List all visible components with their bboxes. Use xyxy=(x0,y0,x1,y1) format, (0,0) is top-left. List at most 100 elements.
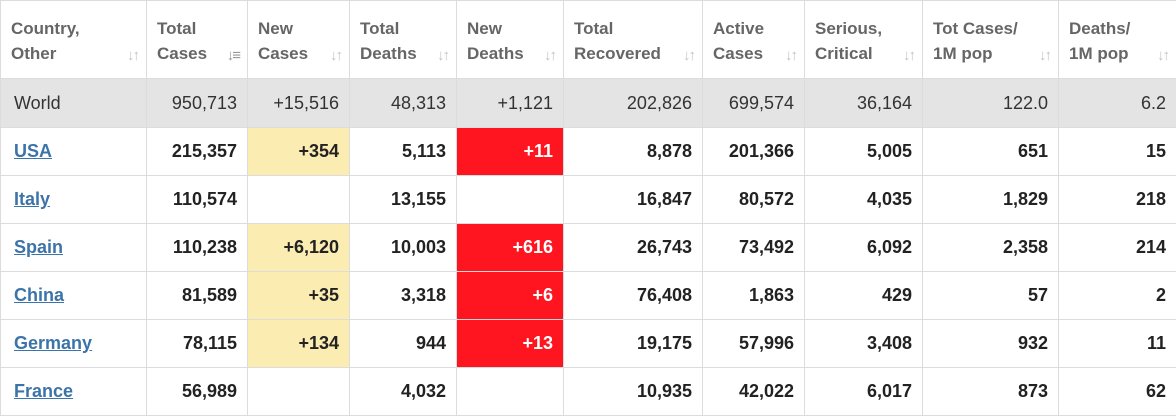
new-deaths-cell: +616 xyxy=(457,224,564,272)
header-serious-critical[interactable]: Serious,Critical↓↑ xyxy=(805,1,923,79)
tot-cases-per-1m-cell: 2,358 xyxy=(923,224,1059,272)
table-row: Spain 110,238 +6,120 10,003 +616 26,743 … xyxy=(1,224,1176,272)
country-link[interactable]: Italy xyxy=(14,189,50,209)
total-deaths-cell: 4,032 xyxy=(350,368,457,416)
sort-desc-icon[interactable]: ↓≡ xyxy=(227,43,239,68)
deaths-per-1m-cell: 11 xyxy=(1059,320,1176,368)
header-deaths-per-1m[interactable]: Deaths/1M pop↓↑ xyxy=(1059,1,1176,79)
sort-icon[interactable]: ↓↑ xyxy=(544,43,555,68)
sort-icon[interactable]: ↓↑ xyxy=(330,43,341,68)
active-cases-cell: 57,996 xyxy=(703,320,805,368)
new-deaths-cell: +1,121 xyxy=(457,79,564,128)
country-link[interactable]: Spain xyxy=(14,237,63,257)
table-row: China 81,589 +35 3,318 +6 76,408 1,863 4… xyxy=(1,272,1176,320)
country-name: World xyxy=(1,79,147,128)
deaths-per-1m-cell: 6.2 xyxy=(1059,79,1176,128)
tot-cases-per-1m-cell: 932 xyxy=(923,320,1059,368)
country-link[interactable]: USA xyxy=(14,141,52,161)
new-deaths-cell: +11 xyxy=(457,128,564,176)
serious-critical-cell: 6,017 xyxy=(805,368,923,416)
total-recovered-cell: 202,826 xyxy=(564,79,703,128)
table-row: Germany 78,115 +134 944 +13 19,175 57,99… xyxy=(1,320,1176,368)
total-recovered-cell: 19,175 xyxy=(564,320,703,368)
total-deaths-cell: 48,313 xyxy=(350,79,457,128)
total-deaths-cell: 10,003 xyxy=(350,224,457,272)
sort-icon[interactable]: ↓↑ xyxy=(785,43,796,68)
country-cell: Germany xyxy=(1,320,147,368)
new-cases-cell: +35 xyxy=(248,272,350,320)
deaths-per-1m-cell: 2 xyxy=(1059,272,1176,320)
total-deaths-cell: 5,113 xyxy=(350,128,457,176)
sort-icon[interactable]: ↓↑ xyxy=(437,43,448,68)
tot-cases-per-1m-cell: 651 xyxy=(923,128,1059,176)
country-link[interactable]: China xyxy=(14,285,64,305)
country-cell: Italy xyxy=(1,176,147,224)
new-deaths-cell xyxy=(457,368,564,416)
new-cases-cell: +6,120 xyxy=(248,224,350,272)
serious-critical-cell: 429 xyxy=(805,272,923,320)
deaths-per-1m-cell: 218 xyxy=(1059,176,1176,224)
total-deaths-cell: 944 xyxy=(350,320,457,368)
deaths-per-1m-cell: 62 xyxy=(1059,368,1176,416)
deaths-per-1m-cell: 15 xyxy=(1059,128,1176,176)
new-deaths-cell: +13 xyxy=(457,320,564,368)
serious-critical-cell: 36,164 xyxy=(805,79,923,128)
sort-icon[interactable]: ↓↑ xyxy=(127,43,138,68)
total-deaths-cell: 13,155 xyxy=(350,176,457,224)
country-link[interactable]: Germany xyxy=(14,333,92,353)
total-recovered-cell: 76,408 xyxy=(564,272,703,320)
total-cases-cell: 950,713 xyxy=(147,79,248,128)
sort-icon[interactable]: ↓↑ xyxy=(1157,43,1168,68)
country-cell: Spain xyxy=(1,224,147,272)
table-row: France 56,989 4,032 10,935 42,022 6,017 … xyxy=(1,368,1176,416)
header-tot-cases-per-1m[interactable]: Tot Cases/1M pop↓↑ xyxy=(923,1,1059,79)
total-recovered-cell: 16,847 xyxy=(564,176,703,224)
new-cases-cell: +354 xyxy=(248,128,350,176)
new-cases-cell: +15,516 xyxy=(248,79,350,128)
serious-critical-cell: 3,408 xyxy=(805,320,923,368)
total-deaths-cell: 3,318 xyxy=(350,272,457,320)
sort-icon[interactable]: ↓↑ xyxy=(1039,43,1050,68)
sort-icon[interactable]: ↓↑ xyxy=(903,43,914,68)
active-cases-cell: 80,572 xyxy=(703,176,805,224)
total-cases-cell: 56,989 xyxy=(147,368,248,416)
new-cases-cell xyxy=(248,368,350,416)
serious-critical-cell: 5,005 xyxy=(805,128,923,176)
table-row-world: World 950,713 +15,516 48,313 +1,121 202,… xyxy=(1,79,1176,128)
tot-cases-per-1m-cell: 1,829 xyxy=(923,176,1059,224)
table-row: Italy 110,574 13,155 16,847 80,572 4,035… xyxy=(1,176,1176,224)
new-deaths-cell: +6 xyxy=(457,272,564,320)
active-cases-cell: 699,574 xyxy=(703,79,805,128)
country-cell: France xyxy=(1,368,147,416)
new-deaths-cell xyxy=(457,176,564,224)
tot-cases-per-1m-cell: 873 xyxy=(923,368,1059,416)
table-row: USA 215,357 +354 5,113 +11 8,878 201,366… xyxy=(1,128,1176,176)
tot-cases-per-1m-cell: 122.0 xyxy=(923,79,1059,128)
new-cases-cell xyxy=(248,176,350,224)
country-link[interactable]: France xyxy=(14,381,73,401)
total-cases-cell: 110,238 xyxy=(147,224,248,272)
header-country[interactable]: Country,Other↓↑ xyxy=(1,1,147,79)
tot-cases-per-1m-cell: 57 xyxy=(923,272,1059,320)
new-cases-cell: +134 xyxy=(248,320,350,368)
deaths-per-1m-cell: 214 xyxy=(1059,224,1176,272)
country-cell: China xyxy=(1,272,147,320)
total-recovered-cell: 10,935 xyxy=(564,368,703,416)
active-cases-cell: 1,863 xyxy=(703,272,805,320)
total-cases-cell: 215,357 xyxy=(147,128,248,176)
country-cell: USA xyxy=(1,128,147,176)
active-cases-cell: 42,022 xyxy=(703,368,805,416)
sort-icon[interactable]: ↓↑ xyxy=(683,43,694,68)
active-cases-cell: 73,492 xyxy=(703,224,805,272)
total-cases-cell: 81,589 xyxy=(147,272,248,320)
total-recovered-cell: 26,743 xyxy=(564,224,703,272)
total-cases-cell: 78,115 xyxy=(147,320,248,368)
